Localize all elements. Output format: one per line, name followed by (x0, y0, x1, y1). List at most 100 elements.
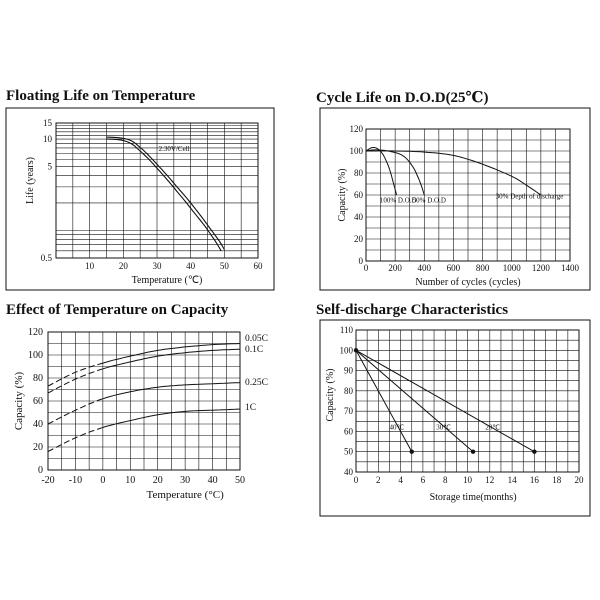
curve-label-0-1c: 0.1C (245, 345, 263, 355)
plot-area-cycle-life (365, 128, 571, 262)
annotation-50-dod: 50% D.O.D (413, 197, 446, 205)
annotation-100-dod: 100% D.O.D (380, 197, 417, 205)
curve-label-1c: 1C (245, 403, 256, 413)
x-tick-label: 16 (530, 475, 540, 485)
curve-label-30c: 30℃ (436, 423, 451, 431)
plot-area-temperature-capacity (47, 331, 241, 471)
x-tick-label: 40 (208, 475, 218, 486)
chart-title-cycle-life: Cycle Life on D.O.D(25℃) (316, 90, 489, 106)
frame-floating-life (5, 107, 275, 291)
y-axis-label: Capacity (%) (337, 168, 348, 221)
series-line-upper (106, 136, 225, 250)
x-axis-label: Storage time(months) (430, 492, 517, 503)
x-tick-label: 4 (398, 475, 403, 485)
series-50-dod (365, 149, 425, 196)
x-tick-label: 1200 (532, 263, 551, 273)
x-axis-label: Temperature (°C) (147, 489, 225, 501)
annotation-2-30v-cell: 2.30V/Cell (159, 145, 190, 153)
y-tick-label: 90 (344, 366, 354, 376)
plot-area-floating-life (55, 122, 259, 259)
y-tick-label: 50 (344, 447, 354, 457)
y-tick-label: 120 (28, 327, 43, 338)
y-tick-label: 40 (344, 467, 354, 477)
x-tick-label: 14 (508, 475, 518, 485)
y-tick-label: 0 (359, 256, 364, 266)
x-tick-label: 40 (186, 261, 196, 271)
series-1c (102, 408, 240, 428)
x-tick-label: 0 (364, 263, 369, 273)
series-30c (355, 349, 474, 453)
x-tick-label: -20 (41, 475, 54, 486)
x-tick-label: 2 (376, 475, 381, 485)
x-tick-label: 8 (443, 475, 448, 485)
y-tick-label: 40 (354, 212, 364, 222)
series-30-dod (366, 150, 542, 196)
y-tick-label: 100 (350, 146, 364, 156)
y-tick-label: 80 (344, 386, 354, 396)
x-tick-label: 18 (552, 475, 562, 485)
x-tick-label: 600 (447, 263, 461, 273)
series-0-25c-dashed (47, 398, 104, 425)
x-tick-label: 800 (476, 263, 490, 273)
x-tick-label: 1400 (561, 263, 580, 273)
x-tick-label: 1000 (503, 263, 522, 273)
x-tick-label: 400 (418, 263, 432, 273)
x-tick-label: 20 (119, 261, 129, 271)
y-tick-label: 110 (340, 325, 354, 335)
x-tick-label: 10 (85, 261, 95, 271)
y-tick-label: 20 (33, 442, 43, 453)
series-20c (355, 349, 535, 453)
y-tick-label: 80 (354, 168, 364, 178)
y-tick-label: 0.5 (41, 253, 53, 263)
y-tick-label: 120 (350, 124, 364, 134)
series-0-1c (102, 348, 240, 370)
chart-title-temperature-capacity: Effect of Temperature on Capacity (6, 302, 229, 318)
y-tick-label: 100 (340, 345, 354, 355)
x-tick-label: 0 (100, 475, 105, 486)
x-tick-label: 20 (153, 475, 163, 486)
y-tick-label: 100 (28, 350, 43, 361)
y-tick-label: 60 (33, 396, 43, 407)
y-axis-label: Capacity (%) (13, 371, 25, 430)
end-point-marker (470, 449, 476, 454)
series-0-1c-dashed (47, 368, 104, 394)
chart-title-floating-life: Floating Life on Temperature (6, 88, 196, 104)
plot-area-self-discharge (355, 329, 580, 473)
end-point-marker (532, 449, 537, 454)
x-axis-label: Number of cycles (cycles) (415, 277, 520, 288)
frame-cycle-life (319, 107, 591, 291)
x-tick-label: 30 (153, 261, 163, 271)
y-axis-label: Life (years) (25, 157, 36, 204)
curve-label-40c: 40℃ (389, 423, 404, 431)
series-line-lower (106, 138, 222, 252)
annotation-30-dod: 30% Depth of discharge (496, 192, 564, 200)
curve-label-0-05c: 0.05C (245, 334, 268, 344)
x-tick-label: 50 (235, 475, 245, 486)
series-100-dod (365, 147, 398, 196)
x-tick-label: 0 (354, 475, 359, 485)
y-tick-label: 20 (354, 234, 364, 244)
y-axis-label: Capacity (%) (325, 368, 336, 421)
series-0-05c-dashed (47, 362, 104, 387)
x-tick-label: 12 (485, 475, 494, 485)
chart-title-self-discharge: Self-discharge Characteristics (316, 302, 509, 318)
y-tick-label: 40 (33, 419, 43, 430)
x-tick-label: 6 (421, 475, 426, 485)
x-tick-label: 10 (463, 475, 473, 485)
x-axis-label: Temperature (℃) (132, 275, 203, 286)
series-40c (355, 350, 413, 452)
end-point-marker (409, 449, 414, 454)
x-tick-label: 60 (254, 261, 264, 271)
y-tick-label: 10 (43, 134, 53, 144)
curve-label-0-25c: 0.25C (245, 378, 268, 388)
x-tick-label: 10 (125, 475, 135, 486)
x-tick-label: 200 (388, 263, 402, 273)
series-1c-dashed (47, 426, 104, 453)
x-tick-label: -10 (69, 475, 82, 486)
frame-self-discharge (319, 319, 591, 517)
series-0-25c (102, 382, 241, 400)
x-tick-label: 50 (220, 261, 230, 271)
y-tick-label: 80 (33, 373, 43, 384)
series-0-05c (102, 343, 241, 364)
curve-label-20c: 20℃ (485, 423, 500, 431)
